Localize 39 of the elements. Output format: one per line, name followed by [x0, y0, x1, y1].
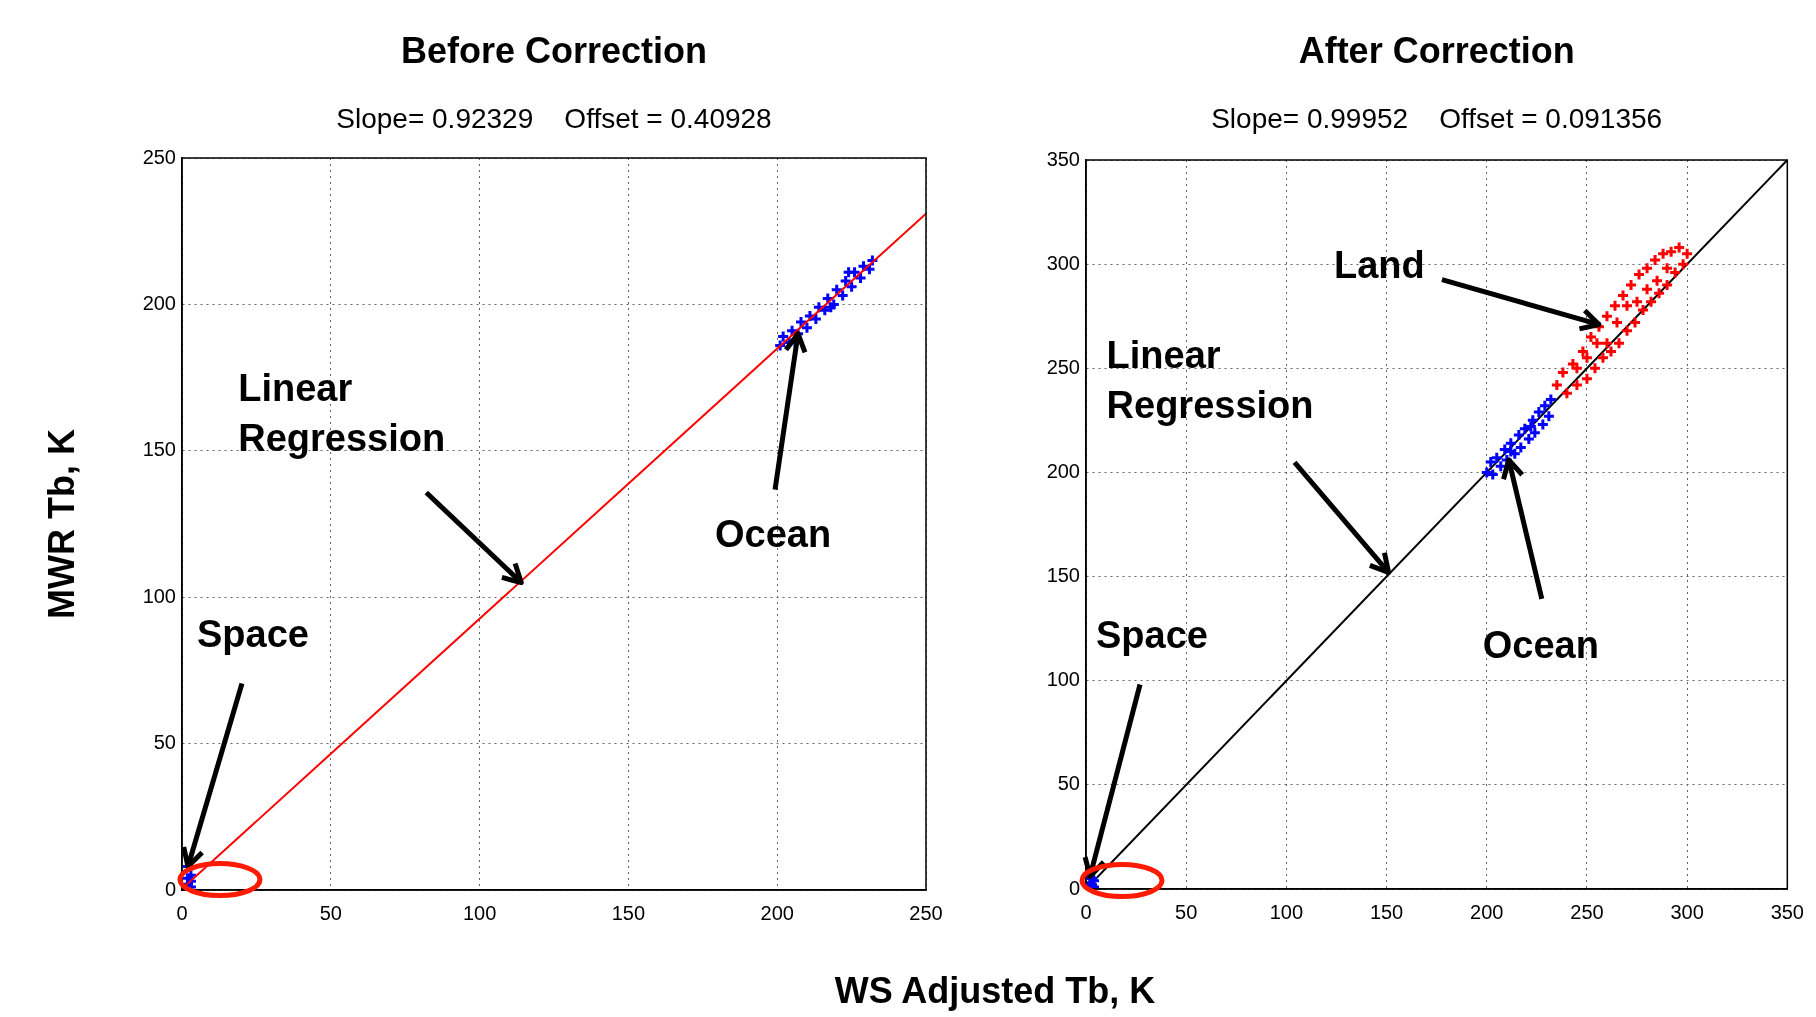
chart-title: Before Correction — [399, 30, 709, 72]
y-tick-label: 200 — [142, 291, 176, 314]
x-tick-label: 300 — [1670, 900, 1704, 923]
y-tick-label: 50 — [153, 731, 176, 754]
x-tick-label: 250 — [909, 901, 943, 924]
annotation: Space — [196, 611, 309, 657]
y-tick-label: 250 — [1046, 355, 1080, 378]
annotation: Linear Regression — [238, 365, 447, 461]
chart-subtitle: Slope= 0.92329 Offset = 0.40928 — [335, 103, 773, 135]
annotation: Land — [1333, 242, 1425, 288]
annotation: Space — [1096, 612, 1208, 658]
y-tick-label: 350 — [1046, 147, 1080, 170]
y-tick-label: 100 — [142, 584, 176, 607]
y-tick-label: 150 — [142, 438, 176, 461]
x-tick-label: 150 — [1369, 900, 1404, 923]
y-tick-label: 0 — [1068, 876, 1080, 899]
annotation: Linear Regression — [1106, 333, 1315, 429]
x-tick-label: 100 — [1269, 900, 1304, 923]
x-tick-label: 100 — [462, 901, 497, 924]
annotation: Ocean — [1482, 622, 1599, 668]
y-tick-label: 100 — [1046, 668, 1080, 691]
x-tick-label: 250 — [1570, 900, 1604, 923]
y-tick-label: 0 — [164, 877, 176, 900]
y-tick-label: 250 — [142, 145, 176, 168]
y-axis-title: MWR Tb, K — [41, 429, 83, 619]
x-tick-label: 350 — [1770, 900, 1804, 923]
x-tick-label: 200 — [760, 901, 794, 924]
x-tick-label: 200 — [1470, 900, 1504, 923]
chart-subtitle: Slope= 0.99952 Offset = 0.091356 — [1210, 103, 1664, 135]
x-tick-label: 50 — [319, 901, 342, 924]
x-tick-label: 50 — [1175, 900, 1198, 923]
chart-title: After Correction — [1297, 30, 1576, 72]
y-tick-label: 200 — [1046, 459, 1080, 482]
x-axis-title: WS Adjusted Tb, K — [833, 970, 1157, 1012]
y-tick-label: 150 — [1046, 564, 1080, 587]
y-tick-label: 300 — [1046, 251, 1080, 274]
x-tick-label: 150 — [611, 901, 646, 924]
y-tick-label: 50 — [1057, 772, 1080, 795]
annotation: Ocean — [715, 511, 832, 557]
